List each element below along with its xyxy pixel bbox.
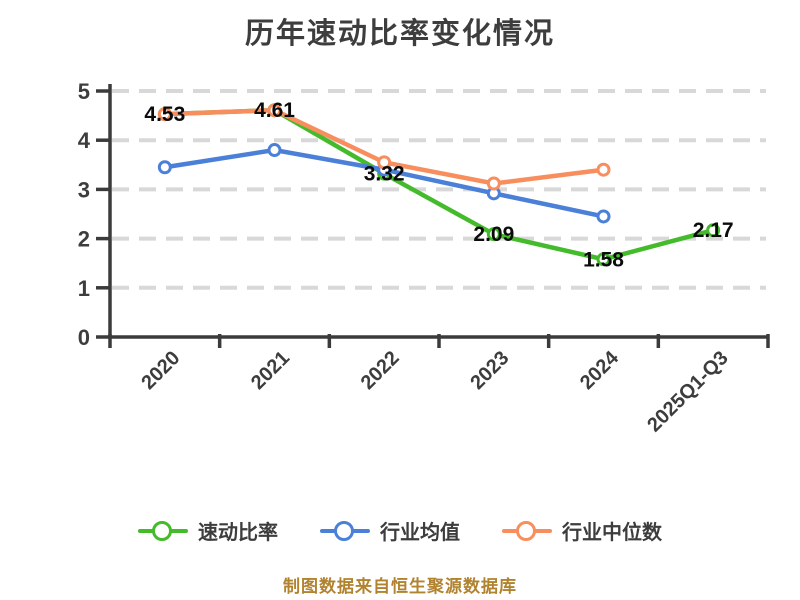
x-tick-label: 2024 (576, 346, 624, 394)
x-tick-label: 2020 (137, 347, 184, 394)
legend-label: 速动比率 (198, 522, 278, 544)
point-value-label: 1.58 (583, 248, 624, 271)
y-tick-label: 5 (78, 79, 90, 104)
point-value-label: 4.53 (144, 103, 185, 126)
legend-marker-icon (320, 520, 370, 541)
y-tick-label: 4 (78, 128, 91, 153)
legend-marker-icon (138, 520, 188, 541)
point-value-label: 4.61 (254, 99, 295, 122)
data-point-marker (596, 252, 611, 267)
legend-label: 行业中位数 (562, 522, 662, 544)
x-tick-label: 2021 (247, 347, 294, 394)
source-note: 制图数据来自恒生聚源数据库 (283, 577, 517, 596)
data-point-marker (596, 162, 611, 177)
data-point-marker (157, 160, 172, 175)
legend-item-1: 行业均值 (320, 516, 460, 545)
legend-label: 行业均值 (380, 522, 460, 544)
y-tick-label: 2 (78, 227, 90, 252)
chart-title: 历年速动比率变化情况 (244, 18, 555, 50)
data-point-marker (486, 227, 501, 242)
data-point-marker (157, 107, 172, 122)
axis-lines (108, 84, 768, 339)
legend-marker-icon (502, 520, 552, 541)
point-value-label: 3.32 (364, 163, 405, 186)
x-tick-label: 2022 (357, 347, 404, 394)
legend: 速动比率 行业均值 行业中位数 (0, 516, 800, 545)
data-point-marker (267, 143, 282, 158)
y-tick-label: 3 (78, 177, 90, 202)
data-point-marker (486, 176, 501, 191)
legend-item-2: 行业中位数 (502, 516, 662, 545)
data-point-marker (377, 155, 392, 170)
x-tick-label: 2023 (466, 347, 513, 394)
legend-item-0: 速动比率 (138, 516, 278, 545)
data-point-marker (706, 223, 721, 238)
point-value-label: 2.09 (473, 223, 514, 246)
data-point-marker (596, 209, 611, 224)
y-tick-label: 1 (78, 276, 90, 301)
x-tick-label: 2025Q1-Q3 (643, 347, 732, 436)
line-chart-plot: 0 1 2 3 4 5 2020 2021 2022 2023 2024 2025Q1-Q3 4.53 4… (78, 79, 770, 436)
data-point-marker (267, 103, 282, 118)
y-tick-label: 0 (78, 325, 90, 350)
point-value-label: 2.17 (693, 219, 734, 242)
